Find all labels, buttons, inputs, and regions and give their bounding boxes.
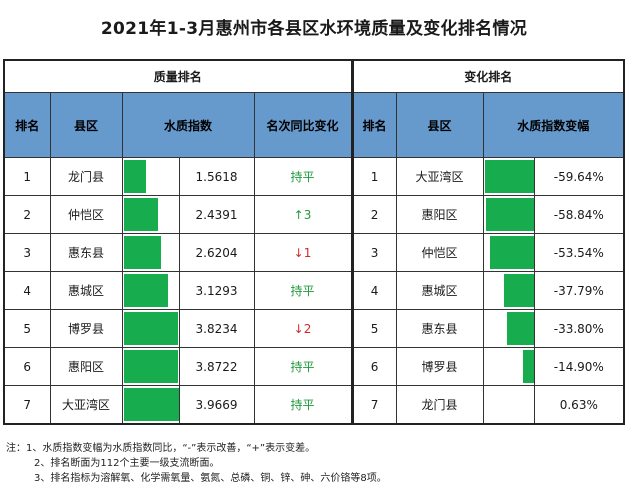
yoy-column-header: 名次同比变化 [253,92,354,158]
change-county-cell: 惠城区 [395,271,484,310]
change-value-cell: 0.63% [533,385,625,425]
quality-county-cell: 仲恺区 [49,195,123,234]
change-bar [485,198,534,231]
yoy-change-cell: ↓1 [253,233,354,272]
quality-index-bar-cell [121,385,180,425]
change-county-cell: 龙门县 [395,385,484,425]
quality-index-bar-cell [121,195,180,234]
change-rank-cell: 4 [351,271,397,310]
quality-index-bar-cell [121,157,180,196]
change-bar-cell [482,347,535,386]
yoy-change-cell: 持平 [253,271,354,310]
footnote-1: 注：1、水质指数变幅为水质指数同比，“-”表示改善，“+”表示变差。 [6,443,316,454]
change-value-cell: -53.54% [533,233,625,272]
change-bar [534,388,535,421]
quality-county-cell: 大亚湾区 [49,385,123,425]
quality-rank-cell: 6 [3,347,51,386]
change-bar-cell [482,309,535,348]
change-bar [484,160,534,193]
change-county-cell: 仲恺区 [395,233,484,272]
change-rank-column-header: 排名 [351,92,397,158]
change-rank-cell: 3 [351,233,397,272]
change-column-header: 水质指数变幅 [482,92,625,158]
yoy-change-cell: 持平 [253,385,354,425]
quality-county-cell: 惠城区 [49,271,123,310]
page-title: 2021年1-3月惠州市各县区水环境质量及变化排名情况 [100,19,528,39]
quality-rank-cell: 2 [3,195,51,234]
change-bar-cell [482,233,535,272]
table-row: 3 惠东县 2.6204 ↓1 3 仲恺区 -53.54% [3,233,625,272]
change-value-cell: -33.80% [533,309,625,348]
change-rank-cell: 7 [351,385,397,425]
yoy-change-cell: ↑3 [253,195,354,234]
table-row: 7 大亚湾区 3.9669 持平 7 龙门县 0.63% [3,385,625,425]
footnotes: 注：1、水质指数变幅为水质指数同比，“-”表示改善，“+”表示变差。 2、排名断… [6,441,622,486]
yoy-change-cell: 持平 [253,347,354,386]
quality-rank-cell: 7 [3,385,51,425]
footnote-3: 3、排名指标为溶解氧、化学需氧量、氨氮、总磷、铜、锌、砷、六价铬等8项。 [34,473,387,484]
change-value-cell: -37.79% [533,271,625,310]
footnote-2: 2、排名断面为112个主要一级支流断面。 [34,458,220,469]
quality-index-value: 1.5618 [178,157,255,196]
quality-index-value: 3.8234 [178,309,255,348]
quality-index-bar-cell [121,309,180,348]
quality-county-cell: 博罗县 [49,309,123,348]
quality-index-bar [123,274,168,307]
quality-index-value: 3.9669 [178,385,255,425]
county-column-header: 县区 [49,92,123,158]
quality-rank-cell: 5 [3,309,51,348]
change-bar [489,236,534,269]
quality-index-bar [123,236,161,269]
quality-index-bar [123,350,178,383]
change-rank-group-header: 变化排名 [351,59,625,93]
change-bar [506,312,534,345]
quality-index-value: 2.6204 [178,233,255,272]
table-row: 4 惠城区 3.1293 持平 4 惠城区 -37.79% [3,271,625,310]
quality-index-value: 3.1293 [178,271,255,310]
change-rank-cell: 1 [351,157,397,196]
change-bar-cell [482,195,535,234]
quality-index-bar [123,198,158,231]
quality-index-bar-cell [121,271,180,310]
yoy-change-cell: 持平 [253,157,354,196]
table-row: 6 惠阳区 3.8722 持平 6 博罗县 -14.90% [3,347,625,386]
quality-index-bar [123,160,146,193]
quality-index-bar [123,312,178,345]
quality-rank-cell: 4 [3,271,51,310]
change-bar-cell [482,385,535,425]
change-county-cell: 大亚湾区 [395,157,484,196]
change-value-cell: -59.64% [533,157,625,196]
change-rank-cell: 5 [351,309,397,348]
table-row: 2 仲恺区 2.4391 ↑3 2 惠阳区 -58.84% [3,195,625,234]
change-rank-cell: 2 [351,195,397,234]
quality-county-cell: 龙门县 [49,157,123,196]
change-county-cell: 惠阳区 [395,195,484,234]
table-row: 1 龙门县 1.5618 持平 1 大亚湾区 -59.64% [3,157,625,196]
change-value-cell: -14.90% [533,347,625,386]
change-county-cell: 惠东县 [395,309,484,348]
quality-index-bar-cell [121,233,180,272]
change-bar-cell [482,271,535,310]
quality-county-cell: 惠东县 [49,233,123,272]
change-bar [503,274,534,307]
quality-rank-cell: 1 [3,157,51,196]
change-bar [522,350,534,383]
change-county-column-header: 县区 [395,92,484,158]
change-county-cell: 博罗县 [395,347,484,386]
quality-county-cell: 惠阳区 [49,347,123,386]
change-rank-cell: 6 [351,347,397,386]
quality-index-value: 2.4391 [178,195,255,234]
yoy-change-cell: ↓2 [253,309,354,348]
index-column-header: 水质指数 [121,92,255,158]
change-value-cell: -58.84% [533,195,625,234]
quality-index-bar-cell [121,347,180,386]
ranking-table: 质量排名 变化排名 排名 县区 水质指数 名次同比变化 排名 县区 水质指数变幅… [3,59,626,425]
rank-column-header: 排名 [3,92,51,158]
quality-index-value: 3.8722 [178,347,255,386]
quality-rank-cell: 3 [3,233,51,272]
table-row: 5 博罗县 3.8234 ↓2 5 惠东县 -33.80% [3,309,625,348]
change-bar-cell [482,157,535,196]
quality-rank-group-header: 质量排名 [3,59,354,93]
quality-index-bar [123,388,178,421]
